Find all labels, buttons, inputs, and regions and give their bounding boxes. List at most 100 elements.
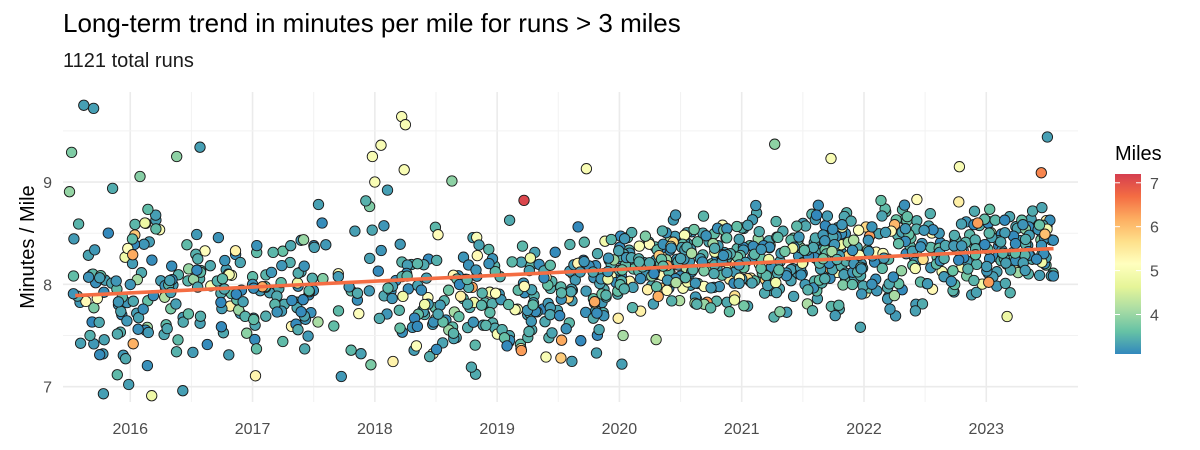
data-point [363, 285, 375, 297]
data-point [863, 245, 875, 258]
data-point [484, 306, 496, 319]
data-point [656, 225, 669, 237]
data-point [1000, 257, 1012, 269]
data-point [546, 327, 558, 339]
data-point [351, 287, 364, 299]
data-point [733, 277, 745, 290]
data-point [267, 246, 279, 259]
x-tick-label: 2018 [357, 421, 393, 438]
data-point [166, 260, 178, 272]
data-point [821, 210, 834, 222]
data-point [899, 223, 912, 235]
data-point [591, 307, 603, 319]
data-point [523, 325, 535, 338]
data-point [612, 312, 624, 324]
data-point [74, 337, 87, 349]
data-point [127, 295, 139, 307]
data-point [132, 312, 145, 324]
data-point [194, 310, 207, 322]
data-point [983, 227, 995, 239]
data-point [1033, 269, 1046, 282]
data-point [639, 230, 652, 242]
data-point [84, 329, 96, 342]
data-point [909, 305, 922, 317]
x-tick-label: 2017 [235, 421, 271, 438]
data-point [476, 287, 488, 299]
data-point [177, 385, 189, 397]
data-point [909, 262, 921, 275]
data-point [292, 324, 304, 336]
data-point [825, 152, 837, 165]
data-point [854, 321, 867, 333]
data-point [516, 240, 529, 252]
data-point [981, 260, 993, 273]
data-point [733, 233, 745, 245]
data-point [580, 285, 592, 297]
data-point [827, 223, 839, 235]
data-point [182, 308, 195, 320]
data-point [129, 218, 141, 231]
data-point [1017, 219, 1029, 231]
data-point [399, 119, 412, 131]
data-point [142, 326, 154, 339]
data-point [271, 306, 283, 318]
data-points [63, 99, 1060, 402]
data-point [216, 273, 229, 285]
data-point [170, 346, 183, 358]
y-tick-label: 7 [43, 380, 52, 397]
y-axis-ticks: 7 8 9 [43, 175, 52, 397]
data-point [661, 284, 673, 297]
data-point [297, 234, 310, 246]
data-point [802, 284, 814, 296]
data-point [674, 252, 687, 265]
x-tick-label: 2021 [724, 421, 760, 438]
data-point [106, 182, 119, 195]
data-point [723, 306, 736, 318]
data-point [394, 238, 406, 250]
data-point [862, 234, 874, 246]
data-point [618, 283, 630, 295]
data-point [876, 210, 888, 222]
data-point [506, 256, 518, 268]
data-point [306, 272, 318, 284]
data-point [480, 319, 492, 332]
data-point [617, 329, 629, 342]
data-point [708, 242, 721, 254]
data-point [475, 299, 488, 311]
data-point [461, 298, 474, 310]
data-point [276, 259, 288, 272]
data-point [381, 184, 394, 196]
data-point [432, 308, 444, 320]
data-point [652, 290, 664, 303]
data-point [650, 333, 662, 346]
data-point [848, 234, 860, 246]
data-point [137, 303, 149, 315]
data-point [171, 150, 183, 163]
data-point [665, 242, 677, 254]
data-point [605, 233, 617, 246]
data-point [320, 239, 332, 251]
data-point [691, 298, 703, 310]
data-point [911, 193, 923, 206]
data-point [887, 271, 899, 283]
data-point [968, 274, 980, 287]
data-point [150, 223, 162, 235]
data-point [866, 278, 878, 290]
data-point [181, 239, 193, 251]
data-point [708, 267, 720, 280]
data-point [989, 214, 1001, 226]
data-point [365, 359, 377, 371]
data-point [742, 219, 754, 231]
chart-title: Long-term trend in minutes per mile for … [63, 8, 681, 38]
data-point [457, 251, 470, 263]
data-point [470, 264, 482, 276]
data-point [856, 288, 868, 300]
data-point [995, 236, 1007, 248]
data-point [234, 256, 246, 269]
data-point [112, 296, 125, 308]
data-point [121, 315, 133, 327]
data-point [411, 258, 424, 270]
data-point [895, 265, 908, 277]
data-point [299, 343, 311, 355]
data-point [565, 286, 577, 298]
